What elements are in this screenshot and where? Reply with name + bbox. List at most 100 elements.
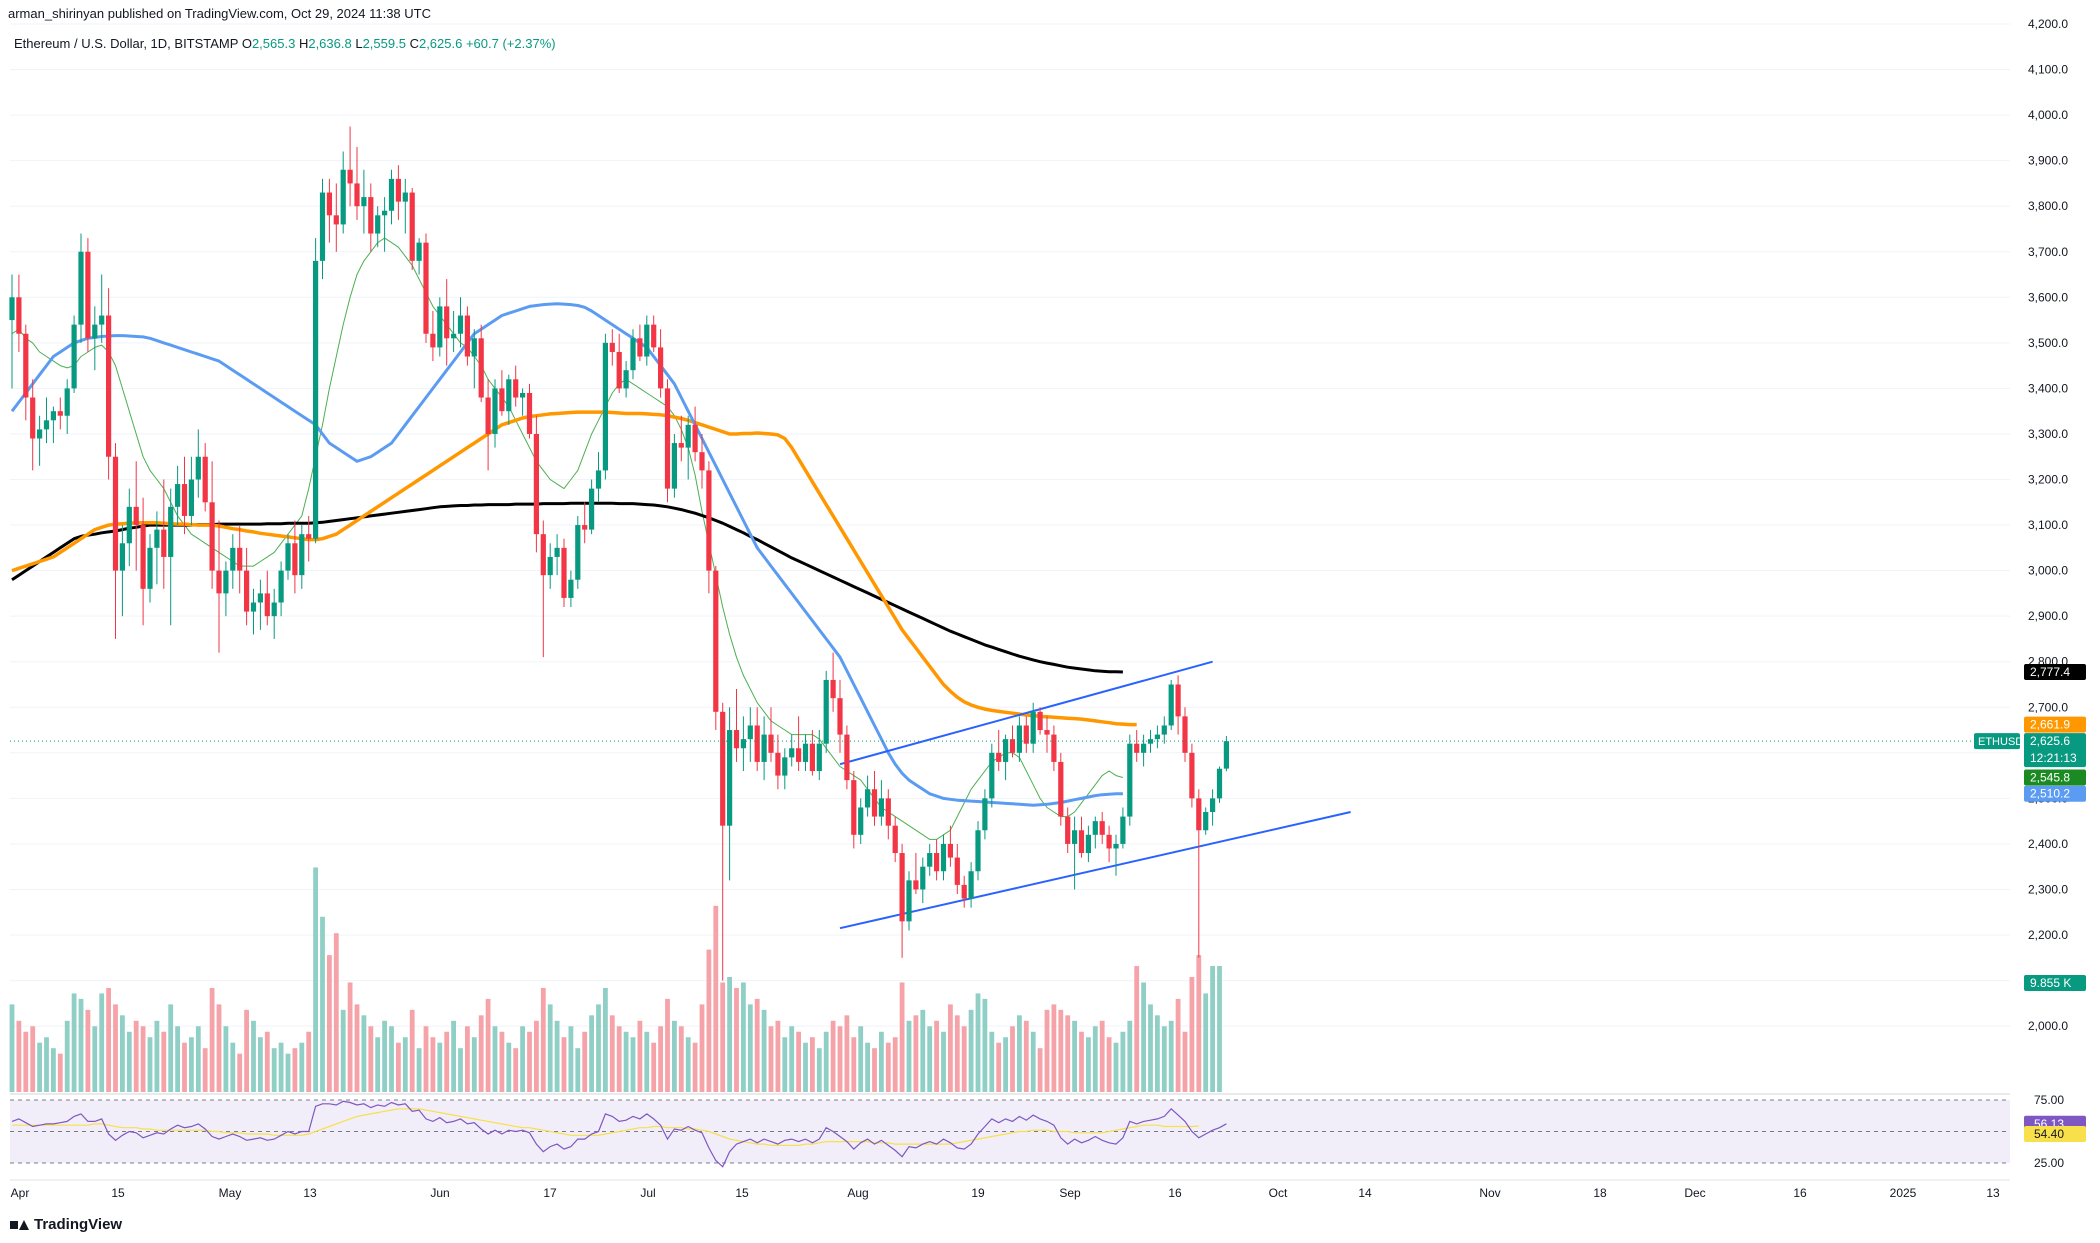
volume-bar: [340, 1009, 346, 1092]
volume-bar: [968, 1009, 974, 1092]
price-tag-label: 2,545.8: [2030, 770, 2070, 784]
candle-body: [747, 725, 753, 740]
candle-body: [209, 502, 215, 571]
candle-body: [865, 789, 871, 808]
time-tick-label: 13: [1986, 1186, 2000, 1200]
rsi-tick-label: 25.00: [2034, 1156, 2064, 1170]
candle-body: [1023, 725, 1029, 744]
volume-bar: [320, 916, 325, 1092]
low-label: L: [355, 36, 363, 51]
candle-body: [982, 798, 988, 831]
high-value: 2,636.8: [308, 36, 352, 51]
candle-body: [906, 880, 912, 922]
candle-body: [395, 178, 401, 202]
candle-body: [506, 379, 512, 412]
candle-body: [947, 843, 953, 858]
time-tick-label: May: [219, 1186, 242, 1200]
rsi-tick-label: 75.00: [2034, 1093, 2064, 1107]
candle-body: [1113, 843, 1119, 849]
volume-bar: [409, 1009, 415, 1092]
candle-body: [837, 698, 843, 735]
volume-bar: [64, 1020, 70, 1092]
logo-text: TradingView: [34, 1216, 123, 1233]
time-tick-label: Oct: [1269, 1186, 1288, 1200]
price-tag-label: 2,510.2: [2030, 787, 2070, 801]
candle-body: [568, 579, 574, 598]
volume-bar: [575, 1048, 581, 1092]
candle-body: [333, 215, 339, 225]
candle-body: [464, 315, 470, 357]
volume-bar: [1065, 1015, 1071, 1092]
volume-bar: [954, 1015, 960, 1092]
candle-body: [595, 470, 602, 489]
volume-bar: [1113, 1042, 1119, 1092]
candle-body: [740, 739, 746, 749]
candle-body: [1072, 830, 1078, 844]
volume-bar: [389, 1026, 394, 1092]
time-tick-label: Jun: [430, 1186, 449, 1200]
candle-body: [720, 711, 726, 826]
volume-bar: [92, 1026, 98, 1092]
candle-body: [457, 315, 464, 334]
volume-bar: [975, 993, 981, 1092]
volume-bar: [140, 1026, 146, 1092]
volume-bar: [796, 1031, 801, 1092]
volume-bar: [244, 1009, 249, 1092]
price-tick-label: 3,500.0: [2028, 336, 2068, 350]
candle-body: [99, 315, 105, 325]
volume-bar: [278, 1042, 284, 1092]
candle-body: [671, 443, 677, 489]
volume-bar: [237, 1053, 243, 1092]
candle-body: [382, 210, 388, 216]
volume-bar: [540, 987, 546, 1092]
time-tick-label: 2025: [1890, 1186, 1917, 1200]
volume-bar: [154, 1020, 160, 1092]
candle-body: [340, 169, 346, 225]
volume-bar: [1127, 1020, 1133, 1092]
volume-bar: [444, 1031, 450, 1092]
candle-body: [30, 397, 36, 439]
volume-bar: [299, 1042, 305, 1092]
volume-bar: [416, 1048, 422, 1092]
candle-body: [1127, 743, 1133, 817]
tradingview-logo[interactable]: TradingView: [10, 1216, 122, 1233]
volume-bar: [1120, 1031, 1126, 1092]
volume-bar: [734, 987, 739, 1092]
close-label: C: [409, 36, 419, 51]
open-value: 2,565.3: [251, 36, 296, 51]
volume-bar: [885, 1042, 891, 1092]
volume-bar: [948, 1004, 953, 1092]
low-value: 2,559.5: [362, 36, 406, 51]
candle-body: [644, 324, 650, 357]
candle-body: [230, 547, 236, 571]
volume-bar: [306, 1031, 312, 1092]
candle-body: [802, 743, 809, 762]
candle-body: [423, 242, 429, 334]
time-tick-label: 17: [543, 1186, 557, 1200]
candle-body: [1003, 739, 1009, 762]
time-tick-label: Dec: [1684, 1186, 1705, 1200]
candle-body: [637, 338, 643, 357]
price-tick-label: 3,900.0: [2028, 154, 2068, 168]
volume-bar: [837, 1026, 843, 1092]
candle-body: [119, 543, 125, 571]
volume-bar: [30, 1026, 36, 1092]
price-tag-ma50: [2024, 785, 2086, 802]
volume-bar: [1217, 966, 1222, 1092]
close-value: 2,625.6: [418, 36, 463, 51]
volume-bar: [623, 1031, 629, 1092]
price-tick-label: 3,000.0: [2028, 564, 2068, 578]
volume-bar: [1030, 1031, 1036, 1092]
volume-bar: [458, 1048, 463, 1092]
candle-body: [554, 547, 560, 557]
volume-bar: [264, 1031, 270, 1092]
volume-bar: [375, 1037, 381, 1092]
rsi-ma-tag: [2024, 1125, 2086, 1142]
volume-bar: [202, 1048, 208, 1092]
price-axis: 4,200.0 4,100.0 4,000.0 3,900.0 3,800.0 3,700…: [2028, 17, 2068, 1033]
volume-bar: [1079, 1031, 1084, 1092]
volume-bar: [1182, 1031, 1188, 1092]
volume-bar: [989, 1031, 995, 1092]
candle-body: [616, 351, 622, 389]
